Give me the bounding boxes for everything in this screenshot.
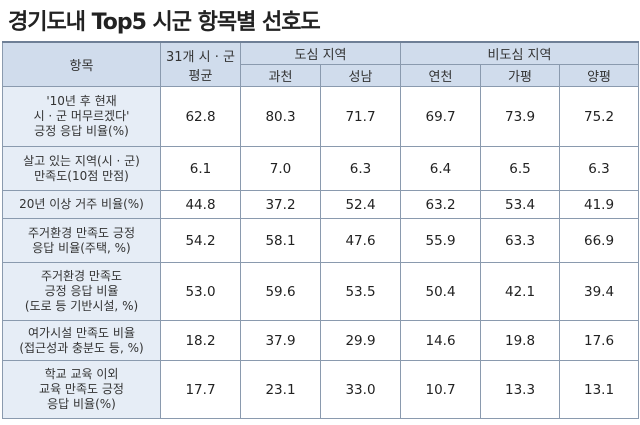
cell-value: 33.0 <box>319 360 402 419</box>
header-nonurban-group: 비도심 지역 <box>400 41 640 65</box>
cell-value: 53.4 <box>480 190 561 219</box>
cell-value: 37.9 <box>240 320 321 361</box>
table-row: 주거환경 만족도 긍정 응답 비율 (도로 등 기반시설, %) 53.0 59.6 53… <box>2 262 640 321</box>
cell-average: 44.8 <box>160 190 241 219</box>
cell-value: 50.4 <box>400 262 482 321</box>
cell-average: 62.8 <box>160 86 241 147</box>
cell-average: 6.1 <box>160 146 241 191</box>
cell-value: 10.7 <box>400 360 482 419</box>
cell-average: 53.0 <box>160 262 241 321</box>
header-city: 양평 <box>559 64 640 87</box>
cell-value: 13.3 <box>480 360 561 419</box>
cell-value: 6.5 <box>480 146 561 191</box>
header-average: 31개 시 · 군 평균 <box>160 41 241 87</box>
cell-value: 66.9 <box>559 218 640 263</box>
page-title: 경기도내 Top5 시군 항목별 선호도 <box>8 10 321 35</box>
cell-value: 6.3 <box>319 146 402 191</box>
row-label-line: 주거환경 만족도 긍정 <box>28 225 135 240</box>
cell-value: 23.1 <box>240 360 321 419</box>
cell-value: 55.9 <box>400 218 482 263</box>
row-label: '10년 후 현재 시 · 군 머무르겠다' 긍정 응답 비율(%) <box>2 86 161 147</box>
cell-value: 63.2 <box>400 190 482 219</box>
table-row: 20년 이상 거주 비율(%) 44.8 37.2 52.4 63.2 53.4 41.9 <box>2 190 640 219</box>
row-label-line: 시 · 군 머무르겠다' <box>33 109 130 123</box>
cell-value: 29.9 <box>319 320 402 361</box>
cell-average: 17.7 <box>160 360 241 419</box>
cell-value: 13.1 <box>559 360 640 419</box>
cell-value: 53.5 <box>319 262 402 321</box>
row-label: 주거환경 만족도 긍정 응답 비율 (도로 등 기반시설, %) <box>2 262 161 321</box>
row-label-line: (접근성과 충분도 등, %) <box>19 340 144 355</box>
table-row: 학교 교육 이외 교육 만족도 긍정 응답 비율(%) 17.7 23.1 33.0 10.… <box>2 360 640 419</box>
preference-table: 항목 31개 시 · 군 평균 도심 지역 비도심 지역 과천 성남 연천 가평… <box>2 41 640 419</box>
cell-value: 69.7 <box>400 86 482 147</box>
table-body: '10년 후 현재 시 · 군 머무르겠다' 긍정 응답 비율(%) 62.8 80.3… <box>2 86 640 419</box>
row-label-line: 응답 비율(%) <box>47 397 116 411</box>
cell-average: 18.2 <box>160 320 241 361</box>
cell-value: 41.9 <box>559 190 640 219</box>
cell-value: 6.3 <box>559 146 640 191</box>
cell-value: 6.4 <box>400 146 482 191</box>
cell-value: 59.6 <box>240 262 321 321</box>
cell-value: 42.1 <box>480 262 561 321</box>
cell-value: 58.1 <box>240 218 321 263</box>
row-label: 살고 있는 지역(시 · 군) 만족도(10점 만점) <box>2 146 161 191</box>
cell-value: 19.8 <box>480 320 561 361</box>
cell-value: 14.6 <box>400 320 482 361</box>
header-city: 성남 <box>319 64 402 87</box>
row-label-line: 교육 만족도 긍정 <box>39 382 124 396</box>
row-label-line: '10년 후 현재 <box>46 94 117 108</box>
cell-value: 63.3 <box>480 218 561 263</box>
row-label-line: 살고 있는 지역(시 · 군) <box>23 153 140 168</box>
row-label: 주거환경 만족도 긍정 응답 비율(주택, %) <box>2 218 161 263</box>
cell-value: 47.6 <box>319 218 402 263</box>
header-urban-group: 도심 지역 <box>239 41 402 65</box>
cell-value: 73.9 <box>480 86 561 147</box>
header-average-line1: 31개 시 · 군 <box>166 49 235 65</box>
row-label-line: 긍정 응답 비율(%) <box>34 124 129 138</box>
row-label-line: (도로 등 기반시설, %) <box>24 299 139 313</box>
cell-value: 37.2 <box>240 190 321 219</box>
cell-value: 7.0 <box>240 146 321 191</box>
cell-value: 80.3 <box>240 86 321 147</box>
header-city: 연천 <box>400 64 482 87</box>
row-label-line: 학교 교육 이외 <box>44 367 119 381</box>
table-row: 주거환경 만족도 긍정 응답 비율(주택, %) 54.2 58.1 47.6 55.9 6… <box>2 218 640 263</box>
header-average-line2: 평균 <box>188 68 213 84</box>
row-label: 여가시설 만족도 비율 (접근성과 충분도 등, %) <box>2 320 161 361</box>
row-label-line: 응답 비율(주택, %) <box>32 240 131 255</box>
cell-value: 52.4 <box>319 190 402 219</box>
cell-average: 54.2 <box>160 218 241 263</box>
row-label: 학교 교육 이외 교육 만족도 긍정 응답 비율(%) <box>2 360 161 419</box>
row-label-line: 긍정 응답 비율 <box>44 284 119 298</box>
row-label-line: 20년 이상 거주 비율(%) <box>19 197 144 211</box>
cell-value: 71.7 <box>319 86 402 147</box>
header-item: 항목 <box>2 41 161 87</box>
row-label-line: 여가시설 만족도 비율 <box>28 325 135 340</box>
table-row: 살고 있는 지역(시 · 군) 만족도(10점 만점) 6.1 7.0 6.3 6.4 6.… <box>2 146 640 191</box>
row-label-line: 주거환경 만족도 <box>40 269 123 283</box>
cell-value: 75.2 <box>559 86 640 147</box>
row-label: 20년 이상 거주 비율(%) <box>2 190 161 219</box>
header-city: 가평 <box>480 64 561 87</box>
table-row: 여가시설 만족도 비율 (접근성과 충분도 등, %) 18.2 37.9 29.9 14… <box>2 320 640 361</box>
cell-value: 17.6 <box>559 320 640 361</box>
header-city: 과천 <box>240 64 321 87</box>
cell-value: 39.4 <box>559 262 640 321</box>
table-row: '10년 후 현재 시 · 군 머무르겠다' 긍정 응답 비율(%) 62.8 80.3… <box>2 86 640 147</box>
row-label-line: 만족도(10점 만점) <box>34 168 129 183</box>
